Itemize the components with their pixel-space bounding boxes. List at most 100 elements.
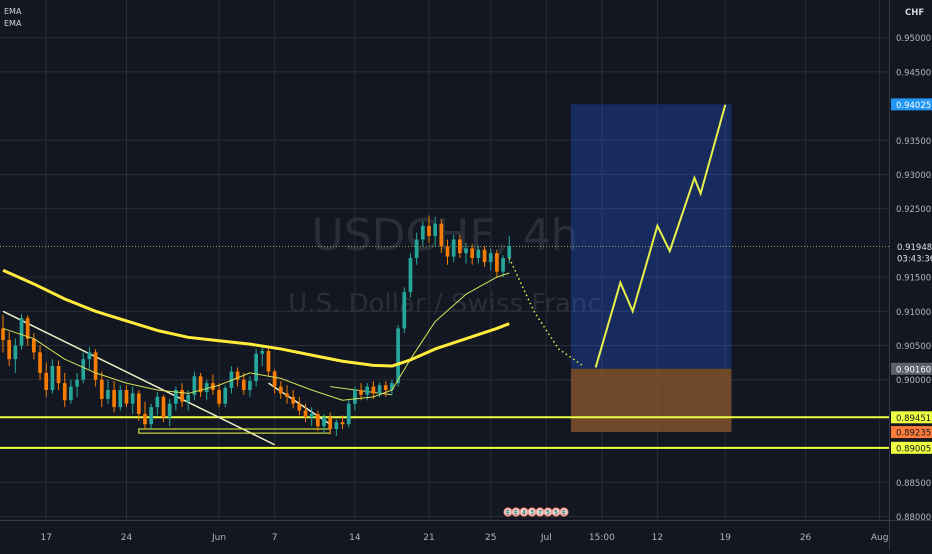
candle-body	[106, 390, 110, 399]
candle-body	[452, 239, 456, 256]
last-price-label: 0.91948	[897, 243, 932, 253]
time-tick-label: 25	[485, 533, 496, 543]
price-tick-label: 0.88500	[896, 479, 931, 489]
candle-body	[335, 422, 339, 429]
price-tag-label: 0.89451	[896, 414, 931, 424]
candle-body	[495, 253, 499, 271]
candle-body	[458, 239, 462, 253]
candle-body	[162, 397, 166, 418]
price-tick-label: 0.92500	[896, 205, 931, 215]
candle-body	[341, 422, 345, 424]
candle-body	[63, 383, 67, 400]
candle-body	[427, 226, 431, 236]
candle-body	[180, 390, 184, 402]
legend-ema-1[interactable]: EMA	[4, 6, 21, 18]
price-tick-label: 0.90000	[896, 376, 931, 386]
candle-body	[291, 397, 295, 404]
support-box[interactable]	[139, 429, 330, 433]
candle-body	[168, 404, 172, 418]
indicator-legend: EMA EMA	[4, 6, 21, 30]
price-axis[interactable]: 0.95000 0.94500 0.94025 0.93500 0.93000 0.925…	[890, 0, 932, 550]
time-tick-label: 15:00	[589, 533, 615, 543]
watermark-description: U.S. Dollar / Swiss Franc	[288, 289, 601, 319]
candle-body	[51, 366, 55, 390]
candle-body	[390, 383, 394, 390]
price-tick-label: 0.94500	[896, 68, 931, 78]
candle-body	[322, 417, 326, 426]
candle-body	[477, 250, 481, 258]
candle-body	[396, 328, 400, 383]
candle-body	[217, 390, 221, 404]
candle-body	[353, 390, 357, 404]
candle-body	[409, 258, 413, 292]
candle-body	[32, 339, 36, 353]
candle-body	[205, 383, 209, 392]
candle-body	[439, 224, 443, 247]
event-icon-label: 7	[538, 510, 542, 517]
candle-body	[415, 239, 419, 257]
event-icon-label: 4	[522, 510, 526, 517]
candle-body	[470, 248, 474, 258]
stop-zone[interactable]	[571, 369, 732, 432]
event-icon-label: 3	[530, 510, 534, 517]
candle-body	[316, 414, 320, 426]
event-icon-label: 5	[546, 510, 550, 517]
legend-ema-2[interactable]: EMA	[4, 18, 21, 30]
profit-zone[interactable]	[571, 104, 732, 368]
event-icon-label: E	[506, 510, 510, 517]
candle-body	[248, 381, 252, 390]
candle-body	[149, 407, 153, 424]
long-position-tool[interactable]	[571, 104, 732, 432]
price-tick-label: 0.90500	[896, 342, 931, 352]
candle-body	[75, 380, 79, 387]
candle-body	[297, 404, 301, 411]
event-icon-label: 5	[554, 510, 558, 517]
candle-body	[100, 380, 104, 399]
price-tick-label: 0.95000	[896, 34, 931, 44]
candle-body	[433, 224, 437, 236]
candle-body	[501, 258, 505, 272]
candle-body	[7, 340, 11, 359]
time-tick-label: 7	[272, 533, 278, 543]
time-tick-label: 19	[720, 533, 732, 543]
candle-body	[347, 404, 351, 425]
candle-body	[464, 248, 468, 253]
price-tick-label: 0.91500	[896, 274, 931, 284]
time-tick-label: 17	[40, 533, 51, 543]
candle-body	[273, 372, 277, 387]
time-tick-label: Jul	[540, 533, 552, 543]
time-tick-label: 14	[349, 533, 361, 543]
candle-body	[254, 354, 258, 381]
trendline-1[interactable]	[3, 311, 275, 444]
price-tag-label: 0.89235	[896, 429, 931, 439]
trend-drawings[interactable]	[3, 311, 392, 444]
event-icon-label: E	[514, 510, 518, 517]
candle-body	[446, 246, 450, 256]
time-tick-label: 21	[423, 533, 434, 543]
candle-body	[260, 351, 264, 354]
candle-body	[1, 328, 5, 340]
time-tick-label: Jun	[211, 533, 226, 543]
candle-body	[242, 380, 246, 390]
candle-body	[359, 390, 363, 395]
currency-label: CHF	[905, 8, 924, 18]
candle-body	[402, 292, 406, 328]
price-tick-label: 0.93500	[896, 137, 931, 147]
price-tag-label: 0.89005	[896, 444, 931, 454]
event-icon-label: E	[562, 510, 566, 517]
price-tick-label: 0.93000	[896, 171, 931, 181]
price-tag-label: 0.94025	[896, 101, 931, 111]
candle-body	[38, 352, 42, 373]
candle-body	[421, 226, 425, 240]
candle-body	[489, 253, 493, 262]
candle-body	[378, 385, 382, 393]
candle-body	[285, 393, 289, 396]
price-tick-label: 0.91000	[896, 308, 931, 318]
candle-body	[137, 393, 141, 414]
candle-body	[507, 246, 511, 258]
candle-body	[143, 414, 147, 424]
time-tick-label: Aug	[871, 533, 889, 543]
